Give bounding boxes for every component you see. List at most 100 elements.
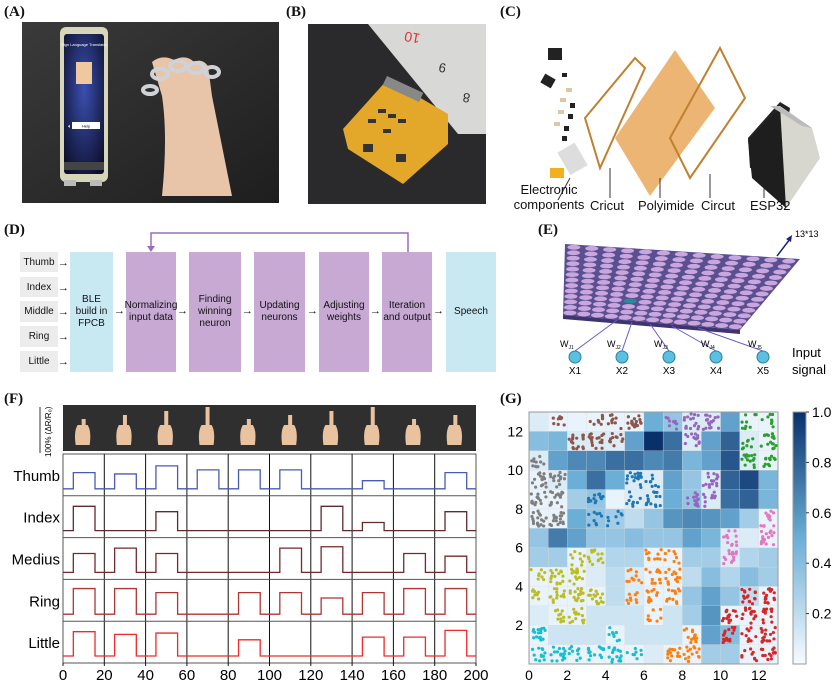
sample-point [743, 426, 747, 431]
speaker-icon: 🔈︎ [68, 124, 72, 130]
sample-point [682, 418, 686, 422]
neuron [578, 300, 592, 306]
neuron [607, 302, 621, 308]
neuron [727, 306, 741, 312]
ble-box: BLE build in FPCB [70, 252, 113, 372]
neuron [618, 259, 632, 265]
neuron [564, 288, 578, 294]
heatmap-cell [720, 431, 741, 452]
neuron [650, 306, 664, 312]
sample-point [696, 413, 700, 417]
heatmap-cell [528, 528, 549, 549]
neuron [634, 310, 648, 316]
neuron [635, 260, 649, 266]
sample-point [762, 591, 766, 595]
sample-point [659, 548, 663, 552]
help-button[interactable] [72, 122, 100, 129]
sample-point [532, 653, 536, 657]
arrow-icon: → [242, 305, 253, 317]
sample-point [656, 552, 660, 556]
sample-point [592, 549, 596, 553]
sample-point [647, 556, 651, 560]
sample-point [675, 575, 680, 580]
neuron [642, 288, 656, 294]
sample-point [706, 475, 711, 479]
sample-point [725, 608, 729, 612]
sample-point [531, 596, 535, 600]
sample-point [639, 471, 643, 475]
heatmap-cell [605, 547, 626, 568]
neuron [743, 284, 757, 290]
sample-point [637, 414, 641, 418]
sample-point [627, 592, 631, 596]
sample-point [695, 493, 700, 497]
neuron [603, 247, 617, 253]
sample-point [529, 568, 533, 572]
sample-point [743, 463, 747, 467]
gesture-hand-image [281, 415, 297, 445]
sample-point [749, 639, 753, 643]
electronic-components [540, 48, 588, 178]
neuron [640, 294, 654, 300]
sample-point [555, 587, 559, 591]
sample-point [578, 656, 582, 660]
sample-point [764, 607, 769, 611]
heatmap-cell [682, 470, 702, 490]
sample-point [544, 516, 548, 520]
sample-point [740, 587, 744, 592]
sample-point [563, 656, 567, 660]
sample-point [551, 416, 555, 420]
colorbar-tick-label: 0.6 [812, 505, 832, 521]
heatmap-cell [701, 431, 721, 452]
sample-point [627, 498, 631, 503]
weight-connection [649, 323, 670, 352]
weight-connection [671, 325, 717, 352]
sample-point [611, 417, 615, 421]
neuron [719, 317, 733, 323]
sample-point [691, 416, 695, 420]
neuron [692, 286, 706, 292]
neuron [690, 315, 704, 321]
sample-point [600, 552, 604, 556]
sample-point [629, 495, 633, 499]
sample-point [638, 417, 642, 422]
sample-point [685, 645, 689, 649]
sample-point [759, 524, 763, 528]
sample-point [659, 616, 663, 620]
sample-point [529, 492, 533, 496]
neuron [606, 308, 620, 314]
sample-point [539, 460, 543, 464]
heatmap-cell [682, 450, 702, 471]
sample-point [684, 424, 688, 428]
sample-point [549, 475, 553, 479]
heatmap-cell [624, 431, 645, 452]
sample-point [686, 659, 691, 664]
sample-point [742, 596, 747, 600]
sample-point [576, 652, 580, 656]
neuron [731, 301, 745, 307]
neuron [716, 300, 730, 305]
neuron [721, 266, 735, 272]
input-signal-label-1: Input [792, 345, 821, 360]
sample-point [616, 521, 620, 525]
sample-point [707, 485, 711, 489]
x-tick-label: 2 [563, 667, 571, 683]
sample-point [747, 454, 751, 458]
sample-point [590, 597, 595, 601]
sample-point [558, 495, 563, 499]
neuron [658, 290, 672, 295]
sample-point [588, 419, 592, 424]
sample-point [594, 523, 599, 527]
sample-point [558, 520, 562, 525]
sample-point [748, 587, 752, 591]
sample-point [768, 412, 772, 417]
sample-point [555, 593, 559, 597]
sample-point [666, 656, 670, 660]
heatmap-cell [739, 508, 760, 529]
sample-point [684, 433, 688, 437]
sample-point [768, 632, 773, 637]
sample-point [768, 518, 772, 522]
sample-point [601, 600, 605, 604]
sample-point [626, 569, 630, 573]
sample-point [722, 633, 726, 637]
